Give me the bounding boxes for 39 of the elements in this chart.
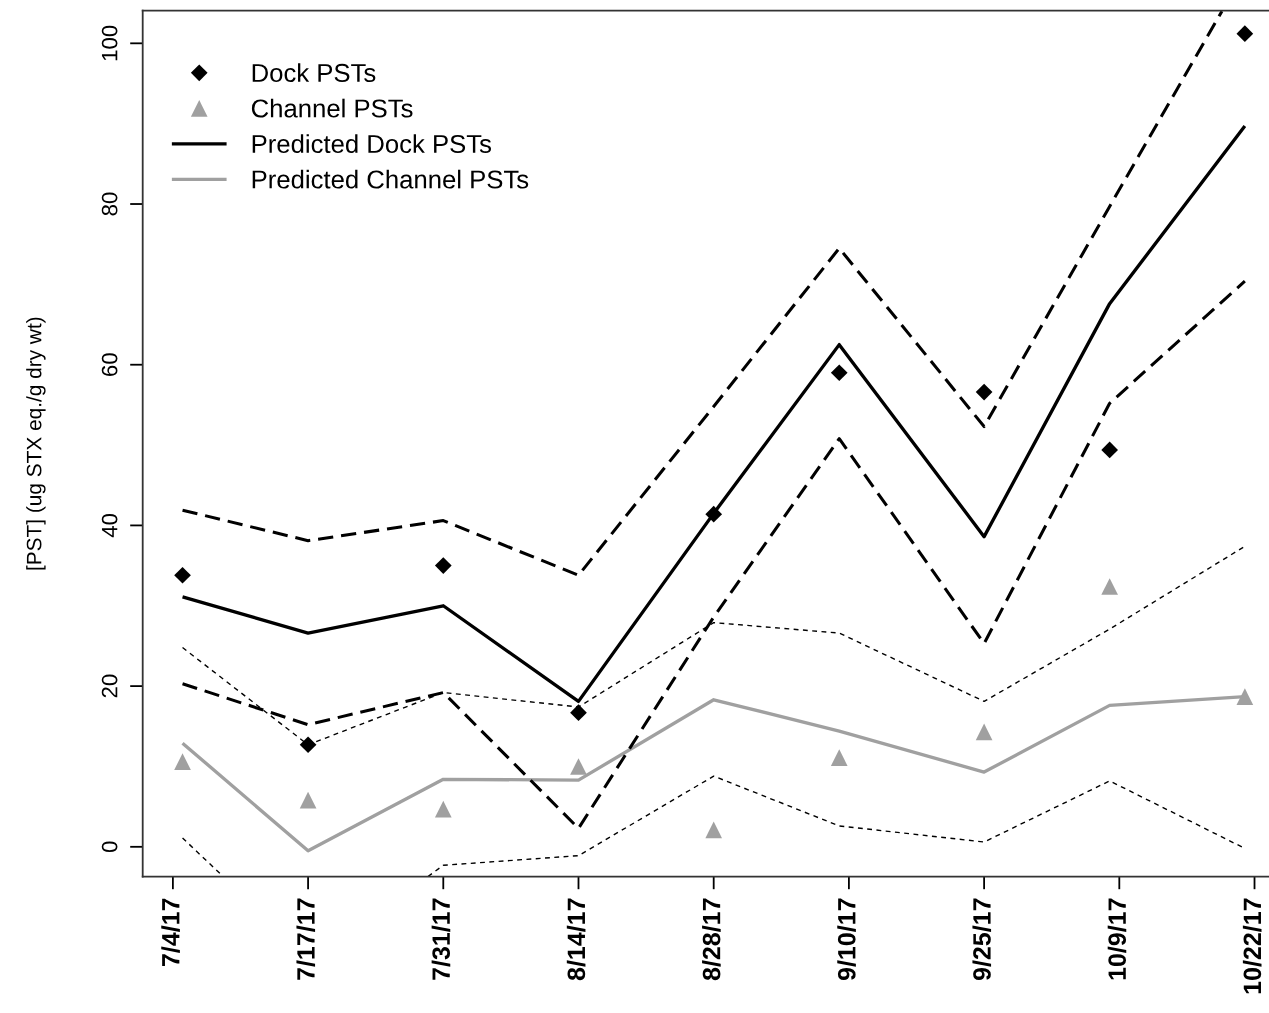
point [174,753,191,770]
point [434,557,452,574]
point [1236,688,1254,705]
x-tick-label: 9/10/17 [837,898,856,981]
x-tick-label: 8/14/17 [566,898,586,981]
legend-label: Predicted Dock PSTs [252,134,492,154]
x-tick-label: 7/4/17 [161,898,180,966]
y-tick-label: 40 [101,513,118,538]
point [570,704,587,721]
y-tick-label: 100 [101,25,118,61]
point [174,566,191,584]
point [1101,578,1118,595]
y-tick-label: 0 [101,841,118,853]
legend-label: Predicted Channel PSTs [252,169,529,189]
x-tick-label: 7/31/17 [431,898,451,980]
point [570,758,587,775]
point [1236,25,1254,43]
point [299,791,317,809]
y-tick-label: 80 [101,192,118,216]
x-tick-label: 7/17/17 [296,898,316,980]
point [975,723,993,741]
x-tick-label: 10/22/17 [1242,898,1262,994]
point [830,749,848,766]
line-series [181,279,1247,830]
point [830,364,848,382]
y-tick-label: 60 [101,353,118,376]
point [434,800,452,818]
point [1101,441,1118,459]
legend-label: Dock PSTs [252,63,376,83]
x-tick-label: 9/25/17 [972,898,992,981]
legend-label: Channel PSTs [251,98,413,118]
point [705,505,723,523]
y-tick-label: 20 [101,674,118,698]
point [299,736,317,754]
y-axis-title: [PST] (ug STX eq./g dry wt) [26,317,46,570]
x-tick-label: 8/28/17 [702,898,721,981]
x-tick-label: 10/9/17 [1107,898,1127,980]
point [705,821,723,839]
point [975,383,993,401]
